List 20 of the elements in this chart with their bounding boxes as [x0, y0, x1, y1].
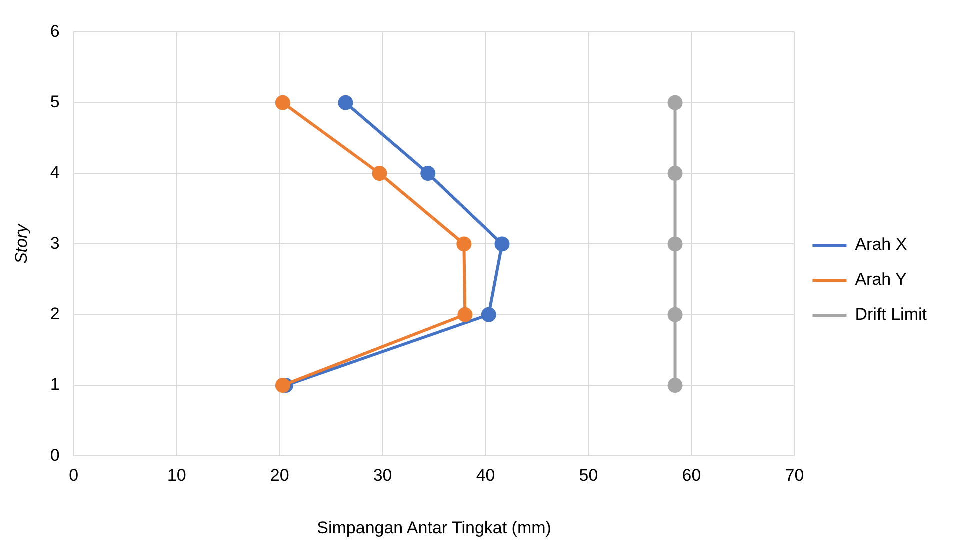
x-tick-label: 60 — [682, 466, 702, 486]
x-tick-label: 40 — [476, 466, 496, 486]
legend-label: Arah X — [855, 235, 908, 254]
x-tick-label: 50 — [579, 466, 598, 486]
y-tick-label: 4 — [50, 163, 60, 182]
y-tick-label: 2 — [50, 304, 60, 324]
y-tick-label: 1 — [50, 375, 60, 394]
x-tick-label: 70 — [785, 466, 804, 486]
y-tick-label: 5 — [50, 92, 60, 112]
x-tick-label: 20 — [270, 466, 290, 486]
x-tick-label: 30 — [373, 466, 392, 486]
x-tick-label: 10 — [167, 466, 186, 486]
y-axis-title: Story — [12, 222, 31, 264]
y-tick-label: 3 — [50, 234, 60, 253]
y-tick-label: 6 — [50, 22, 60, 41]
x-tick-label: 0 — [69, 466, 79, 486]
y-tick-label: 0 — [50, 446, 60, 465]
x-axis-title: Simpangan Antar Tingkat (mm) — [317, 518, 552, 538]
legend-label: Arah Y — [855, 270, 907, 290]
legend-label: Drift Limit — [855, 305, 928, 324]
